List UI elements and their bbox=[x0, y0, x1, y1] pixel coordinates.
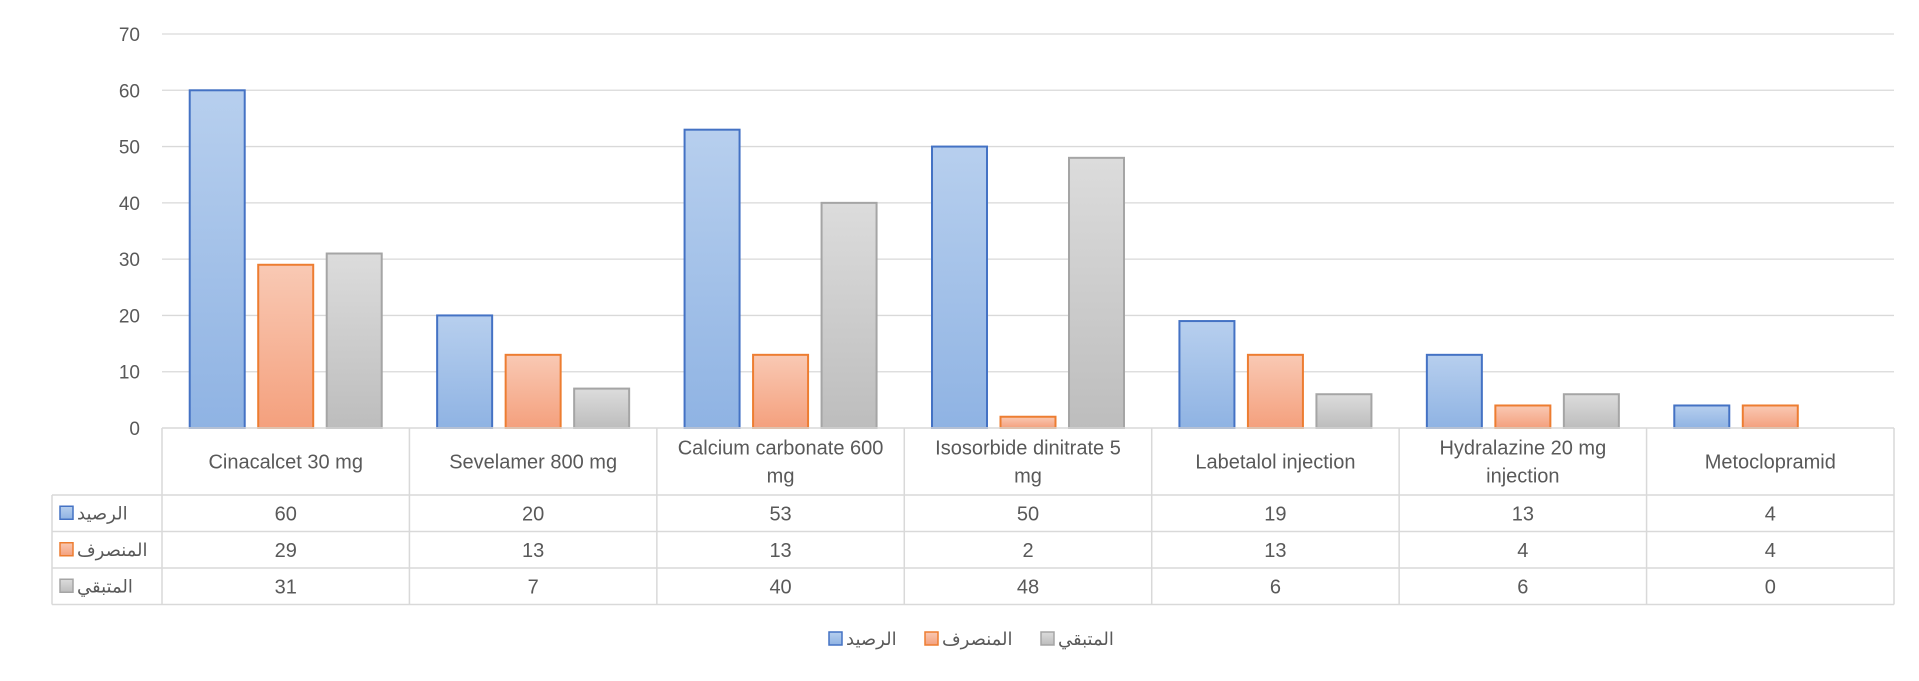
category-label: Hydralazine 20 mg injection bbox=[1439, 438, 1606, 488]
y-tick-label: 60 bbox=[119, 81, 140, 102]
table-value: 4 bbox=[1765, 503, 1776, 525]
bars bbox=[188, 89, 1799, 430]
y-tick-label: 10 bbox=[119, 363, 140, 384]
y-tick-label: 50 bbox=[119, 138, 140, 159]
row-legend-key bbox=[59, 505, 74, 520]
bar bbox=[573, 387, 631, 430]
legend-key bbox=[828, 631, 843, 646]
table-value: 13 bbox=[1512, 503, 1534, 525]
bar bbox=[820, 201, 878, 429]
table-value: 19 bbox=[1264, 503, 1286, 525]
bar bbox=[1741, 404, 1799, 430]
table-value: 13 bbox=[769, 540, 791, 562]
y-tick-label: 40 bbox=[119, 194, 140, 215]
bar bbox=[1315, 393, 1373, 430]
legend-key bbox=[924, 631, 939, 646]
category-label: Isosorbide dinitrate 5 mg bbox=[935, 438, 1121, 488]
table-value: 50 bbox=[1017, 503, 1039, 525]
bar bbox=[752, 353, 810, 430]
row-series-name: الرصيد bbox=[77, 503, 128, 524]
y-tick-label: 0 bbox=[129, 419, 140, 440]
bar bbox=[683, 128, 741, 430]
gridlines bbox=[162, 33, 1894, 373]
bar bbox=[325, 252, 383, 429]
y-tick-label: 70 bbox=[119, 25, 140, 46]
table-value: 53 bbox=[769, 503, 791, 525]
row-series-name: المنصرف bbox=[77, 540, 148, 561]
data-table: Cinacalcet 30 mg Sevelamer 800 mg Calcium … bbox=[51, 427, 1895, 606]
y-axis-ticks: 0 10 20 30 40 50 60 70 bbox=[119, 25, 140, 440]
row-legend-key bbox=[59, 578, 74, 593]
bar bbox=[999, 415, 1057, 430]
table-value: 20 bbox=[522, 503, 544, 525]
bar bbox=[1178, 320, 1236, 429]
table-value: 31 bbox=[275, 576, 297, 598]
bar bbox=[931, 145, 988, 429]
table-value: 48 bbox=[1017, 576, 1039, 598]
table-value: 4 bbox=[1517, 540, 1528, 562]
legend-label: المتبقي bbox=[1058, 629, 1114, 650]
category-label: Cinacalcet 30 mg bbox=[208, 452, 363, 474]
bar bbox=[257, 263, 315, 429]
table-value: 2 bbox=[1022, 540, 1033, 562]
table-value: 40 bbox=[769, 576, 791, 598]
table-value: 6 bbox=[1517, 576, 1528, 598]
table-value: 29 bbox=[275, 540, 297, 562]
legend-label: الرصيد bbox=[846, 629, 897, 650]
table-value: 0 bbox=[1765, 576, 1776, 598]
table-value: 7 bbox=[528, 576, 539, 598]
legend: الرصيد المنصرف المتبقي bbox=[828, 629, 1114, 650]
bar bbox=[436, 314, 494, 429]
category-label: Calcium carbonate 600 mg bbox=[678, 438, 884, 488]
row-legend-key bbox=[59, 542, 74, 557]
bar bbox=[1562, 393, 1620, 430]
bar bbox=[1673, 404, 1731, 430]
bar bbox=[188, 89, 246, 430]
y-tick-label: 30 bbox=[119, 250, 140, 271]
bar bbox=[1494, 404, 1552, 430]
bar bbox=[1068, 156, 1125, 429]
table-value: 13 bbox=[1264, 540, 1286, 562]
category-label: Sevelamer 800 mg bbox=[449, 452, 617, 474]
legend-label: المنصرف bbox=[942, 629, 1013, 650]
category-label: Labetalol injection bbox=[1195, 452, 1355, 474]
table-value: 6 bbox=[1270, 576, 1281, 598]
table-value: 4 bbox=[1765, 540, 1776, 562]
table-value: 13 bbox=[522, 540, 544, 562]
category-label: Metoclopramid bbox=[1705, 452, 1836, 474]
y-tick-label: 20 bbox=[119, 306, 140, 327]
table-value: 60 bbox=[275, 503, 297, 525]
bar bbox=[1425, 353, 1483, 430]
legend-key bbox=[1040, 631, 1055, 646]
bar bbox=[504, 353, 562, 430]
row-series-name: المتبقي bbox=[77, 576, 133, 597]
bar bbox=[1246, 353, 1304, 430]
